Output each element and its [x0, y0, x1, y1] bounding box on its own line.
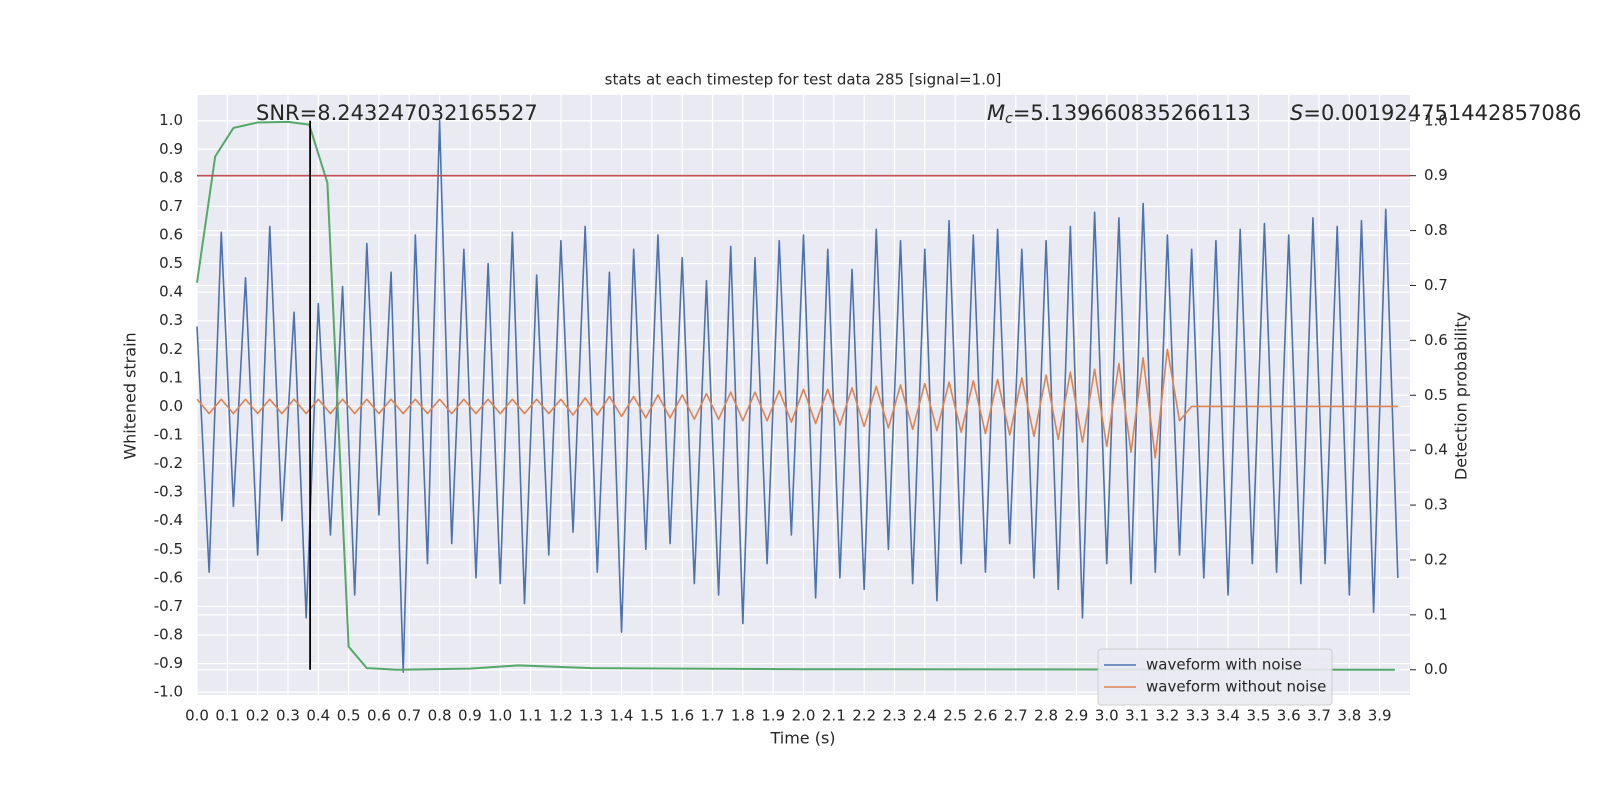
x-tick-label: 2.1	[822, 707, 846, 725]
x-tick-label: 0.3	[276, 707, 300, 725]
x-tick-label: 3.9	[1368, 707, 1392, 725]
x-tick-label: 1.4	[610, 707, 634, 725]
legend-box	[1097, 648, 1333, 706]
x-tick-label: 0.9	[458, 707, 482, 725]
y-tick-label: -0.3	[154, 483, 183, 501]
x-tick-label: 3.6	[1277, 707, 1301, 725]
x-tick-label: 0.5	[337, 707, 361, 725]
y-tick-label: 0.0	[159, 397, 183, 415]
y-tick-label: 1.0	[159, 111, 183, 129]
y-tick-label: 0.7	[159, 197, 183, 215]
x-tick-label: 3.4	[1216, 707, 1240, 725]
y2-tick-label: 0.6	[1424, 331, 1448, 349]
y-tick-label: -0.5	[154, 540, 183, 558]
y-tick-label: 0.3	[159, 311, 183, 329]
x-tick-label: 1.7	[701, 707, 725, 725]
x-tick-label: 1.2	[549, 707, 573, 725]
annotation: S=0.001924751442857086	[1290, 101, 1581, 125]
x-tick-label: 2.7	[1004, 707, 1028, 725]
y-tick-label: 0.8	[159, 168, 183, 186]
x-tick-label: 1.1	[519, 707, 543, 725]
x-tick-label: 2.5	[943, 707, 967, 725]
y-tick-label: 0.5	[159, 254, 183, 272]
x-tick-label: 2.8	[1034, 707, 1058, 725]
y-axis-label: Whitened strain	[121, 332, 140, 459]
y-tick-label: -0.1	[154, 426, 183, 444]
annotation-subscript: c	[1005, 111, 1013, 127]
chart-title: stats at each timestep for test data 285…	[605, 71, 1002, 89]
annotation-text: =0.001924751442857086	[1303, 101, 1581, 125]
legend-label: waveform without noise	[1146, 678, 1326, 696]
series-line	[196, 348, 1398, 459]
x-tick-label: 2.4	[913, 707, 937, 725]
series-line	[196, 120, 1395, 671]
y-tick-label: 0.4	[159, 283, 183, 301]
annotation: Mc=5.139660835266113	[987, 101, 1251, 127]
y2-tick-label: 0.7	[1424, 276, 1448, 294]
x-tick-label: 1.9	[761, 707, 785, 725]
series-line	[196, 119, 1399, 673]
y-tick-label: 0.2	[159, 340, 183, 358]
y-tick-label: -0.9	[154, 654, 183, 672]
y-tick-label: -0.8	[154, 626, 183, 644]
x-tick-label: 0.2	[246, 707, 270, 725]
x-tick-label: 2.6	[974, 707, 998, 725]
y-tick-label: -0.2	[154, 454, 183, 472]
x-tick-label: 2.2	[852, 707, 876, 725]
x-tick-label: 1.8	[731, 707, 755, 725]
y2-tick-label: 0.1	[1424, 605, 1448, 623]
x-tick-label: 3.3	[1186, 707, 1210, 725]
legend-label: waveform with noise	[1146, 656, 1302, 674]
x-tick-label: 3.1	[1125, 707, 1149, 725]
x-tick-label: 0.6	[367, 707, 391, 725]
y2-tick-label: 0.9	[1424, 166, 1448, 184]
y2-tick-label: 0.4	[1424, 441, 1448, 459]
x-tick-label: 0.7	[397, 707, 421, 725]
y2-tick-label: 0.3	[1424, 496, 1448, 514]
x-tick-label: 1.3	[579, 707, 603, 725]
y-tick-label: 0.6	[159, 226, 183, 244]
x-tick-label: 3.0	[1095, 707, 1119, 725]
x-tick-label: 1.6	[670, 707, 694, 725]
y2-tick-label: 0.5	[1424, 386, 1448, 404]
grid	[196, 95, 1410, 695]
x-tick-label: 3.8	[1337, 707, 1361, 725]
x-tick-label: 3.2	[1155, 707, 1179, 725]
x-tick-label: 3.5	[1246, 707, 1270, 725]
x-tick-label: 3.7	[1307, 707, 1331, 725]
y-tick-label: 0.1	[159, 368, 183, 386]
x-tick-label: 0.0	[185, 707, 209, 725]
y2-tick-label: 0.8	[1424, 221, 1448, 239]
y2-tick-label: 0.0	[1424, 660, 1448, 678]
y-tick-label: -0.4	[154, 511, 183, 529]
y-tick-label: -0.6	[154, 568, 183, 586]
annotation-text: SNR=8.243247032165527	[256, 101, 538, 125]
y2-tick-label: 0.2	[1424, 550, 1448, 568]
x-tick-label: 1.5	[640, 707, 664, 725]
x-tick-label: 2.0	[792, 707, 816, 725]
y-tick-label: 0.9	[159, 140, 183, 158]
annotation: SNR=8.243247032165527	[256, 101, 538, 125]
y2-tick-label: 1.0	[1424, 111, 1448, 129]
y-tick-label: -1.0	[154, 683, 183, 701]
annotation-symbol: S	[1290, 101, 1303, 125]
x-tick-label: 2.3	[883, 707, 907, 725]
x-tick-label: 0.8	[428, 707, 452, 725]
annotation-text: =5.139660835266113	[1013, 101, 1251, 125]
x-tick-label: 0.4	[306, 707, 330, 725]
x-axis-label: Time (s)	[769, 729, 835, 748]
y-tick-label: -0.7	[154, 597, 183, 615]
annotation-symbol: M	[987, 101, 1005, 125]
y2-axis-label: Detection probability	[1452, 312, 1471, 480]
x-tick-label: 2.9	[1064, 707, 1088, 725]
x-tick-label: 1.0	[488, 707, 512, 725]
x-tick-label: 0.1	[215, 707, 239, 725]
